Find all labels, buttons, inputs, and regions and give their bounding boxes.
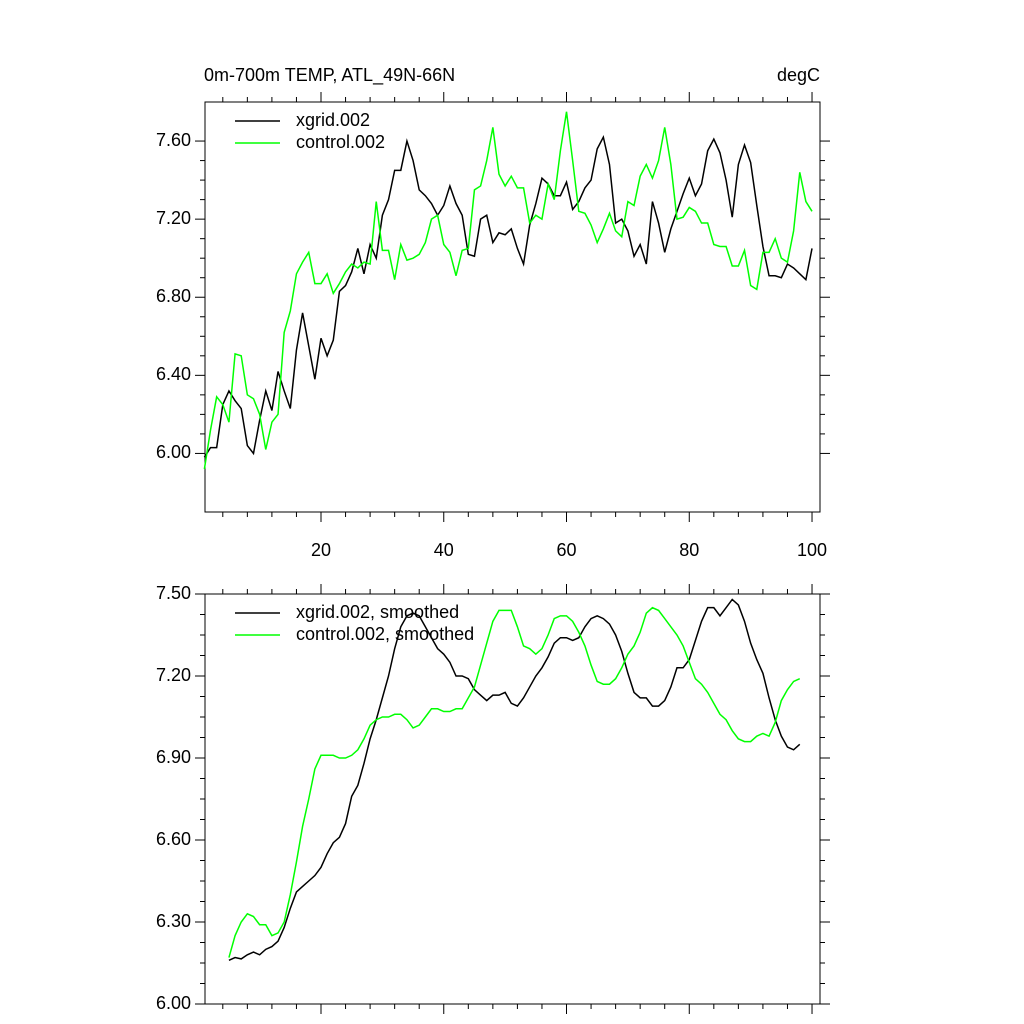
y-tick-label: 6.00	[156, 993, 191, 1013]
chart-title: 0m-700m TEMP, ATL_49N-66N	[204, 65, 455, 86]
legend-label: xgrid.002, smoothed	[296, 602, 459, 622]
y-tick-label: 6.60	[156, 829, 191, 849]
data-line	[228, 606, 801, 958]
x-tick-label: 100	[797, 540, 827, 560]
y-tick-label: 7.20	[156, 208, 191, 228]
y-tick-label: 7.50	[156, 583, 191, 603]
legend-label: control.002	[296, 132, 385, 152]
y-tick-label: 6.00	[156, 442, 191, 462]
legend-label: control.002, smoothed	[296, 624, 474, 644]
y-tick-label: 6.90	[156, 747, 191, 767]
y-tick-label: 7.60	[156, 130, 191, 150]
plot-frame	[204, 593, 821, 1005]
y-tick-label: 7.20	[156, 665, 191, 685]
y-tick-label: 6.40	[156, 364, 191, 384]
x-tick-label: 20	[311, 540, 331, 560]
x-tick-label: 60	[556, 540, 576, 560]
x-tick-label: 40	[434, 540, 454, 560]
x-tick-label: 80	[679, 540, 699, 560]
data-line	[203, 111, 813, 470]
plot-frame	[204, 101, 821, 513]
units-label: degC	[777, 65, 820, 85]
data-line	[203, 134, 813, 458]
legend-label: xgrid.002	[296, 110, 370, 130]
data-line	[228, 598, 801, 961]
y-tick-label: 6.30	[156, 911, 191, 931]
y-tick-label: 6.80	[156, 286, 191, 306]
